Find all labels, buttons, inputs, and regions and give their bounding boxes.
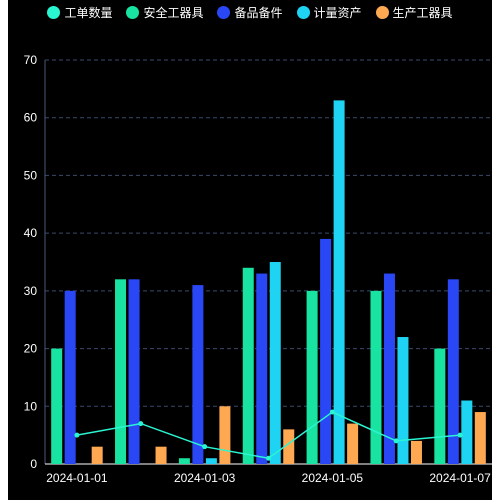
line-point-5: [329, 409, 335, 415]
y-tick-label: 10: [24, 399, 38, 413]
bar-2-2: [128, 279, 140, 464]
bar-3-7: [461, 400, 473, 464]
bar-1-7: [434, 348, 446, 464]
line-point-3: [202, 444, 208, 450]
legend-item[interactable]: 计量资产: [296, 4, 362, 21]
bars: [51, 100, 486, 465]
legend-label: 计量资产: [313, 5, 362, 20]
legend-swatch: [126, 5, 140, 19]
line-point-2: [138, 421, 144, 427]
legend-swatch: [217, 5, 231, 19]
bar-1-5: [306, 290, 318, 464]
x-tick-label: 2024-01-07: [429, 471, 491, 485]
legend-item[interactable]: 生产工器具: [375, 4, 453, 21]
legend-swatch: [296, 5, 310, 19]
legend-swatch: [47, 5, 61, 19]
bar-1-2: [115, 279, 127, 464]
line-point-7: [457, 432, 463, 438]
y-tick-label: 40: [24, 226, 38, 240]
legend: 工单数量 安全工器具 备品备件 计量资产 生产工器具: [8, 0, 492, 24]
bar-2-4: [256, 273, 268, 464]
bar-3-4: [269, 262, 281, 464]
bar-1-1: [51, 348, 63, 464]
legend-label: 生产工器具: [392, 5, 453, 20]
legend-item[interactable]: 备品备件: [217, 4, 283, 21]
bar-4-5: [347, 423, 359, 464]
line-point-4: [266, 455, 271, 461]
line-point-6: [393, 438, 399, 444]
bar-2-7: [447, 279, 459, 464]
legend-item[interactable]: 安全工器具: [126, 4, 203, 21]
y-tick-label: 70: [24, 53, 38, 67]
bar-1-3: [178, 458, 190, 464]
bar-2-1: [64, 290, 76, 464]
bar-4-1: [91, 446, 103, 464]
bar-4-7: [474, 412, 486, 464]
y-tick-label: 0: [30, 457, 37, 471]
legend-label: 工单数量: [64, 5, 113, 20]
bar-4-4: [283, 429, 295, 464]
bar-3-3: [205, 458, 217, 464]
y-tick-label: 60: [24, 111, 38, 125]
bar-4-6: [410, 440, 422, 464]
x-tick-label: 2024-01-05: [302, 471, 364, 485]
x-tick-label: 2024-01-01: [46, 471, 108, 485]
bar-2-5: [320, 238, 332, 464]
grid-lines: [45, 59, 492, 407]
bar-4-2: [155, 446, 167, 464]
bar-4-3: [219, 406, 231, 464]
legend-swatch: [375, 5, 389, 19]
chart-panel: 0 10 20 30 40 50 60 70 2024-01-01 2024-01-03 2024-…: [8, 0, 492, 500]
bar-2-6: [383, 273, 395, 464]
bar-3-5: [333, 100, 345, 465]
y-tick-label: 20: [24, 342, 38, 356]
x-tick-label: 2024-01-03: [174, 471, 236, 485]
y-tick-label: 30: [24, 284, 38, 298]
bar-1-6: [370, 290, 382, 464]
line-point-1: [74, 432, 80, 438]
y-tick-label: 50: [24, 168, 38, 182]
legend-label: 安全工器具: [143, 5, 204, 20]
chart-plot: 0 10 20 30 40 50 60 70 2024-01-01 2024-01-03 2024-…: [24, 53, 492, 485]
bar-3-6: [397, 337, 409, 464]
bar-1-4: [242, 267, 254, 464]
legend-item[interactable]: 工单数量: [47, 4, 112, 21]
legend-label: 备品备件: [234, 5, 283, 20]
bar-2-3: [192, 285, 204, 464]
